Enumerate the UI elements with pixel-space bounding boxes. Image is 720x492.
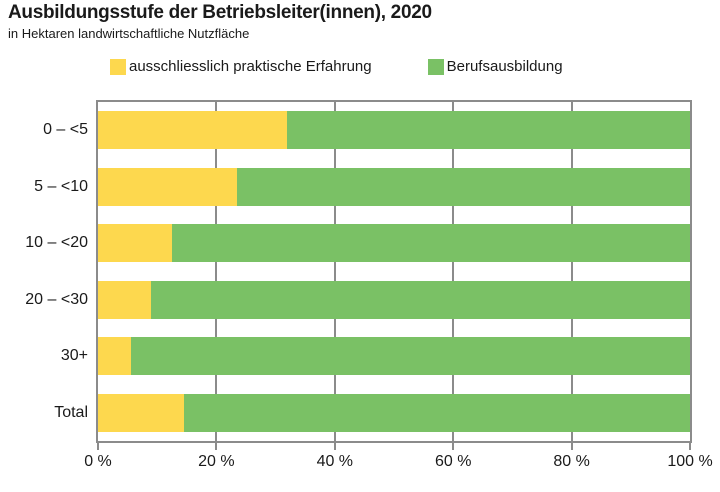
legend-swatch-green-icon: [427, 58, 444, 75]
gridline-40: [333, 102, 336, 441]
y-axis-label: 20 – <30: [25, 290, 88, 308]
x-axis-tick: [97, 443, 99, 450]
gridline-20: [215, 102, 218, 441]
x-axis-tick-label: 100 %: [667, 453, 713, 470]
bar-row-2: [98, 167, 690, 206]
legend-label: Berufsausbildung: [446, 58, 563, 75]
bar-segment: [183, 393, 690, 432]
x-axis-tick: [215, 443, 218, 450]
bar-segment: [172, 224, 690, 263]
x-axis-tick: [689, 443, 691, 450]
x-axis-tick-label: 80 %: [553, 453, 590, 470]
bar-segment: [98, 393, 184, 432]
x-axis-tick: [570, 443, 573, 450]
legend-swatch-yellow-icon: [110, 58, 126, 75]
bar-segment: [98, 167, 238, 206]
x-axis-tick: [333, 443, 336, 450]
y-axis-label: 30+: [60, 347, 88, 365]
gridline-80: [570, 102, 573, 441]
x-axis-tick-label: 20 %: [198, 453, 235, 470]
legend: ausschliesslich praktische Erfahrung Ber…: [110, 58, 563, 75]
x-axis-tick: [452, 443, 455, 450]
bar-row-1: [98, 111, 690, 150]
x-axis-tick-label: 0 %: [84, 453, 112, 470]
bar-segment: [130, 337, 690, 376]
y-axis-label: 10 – <20: [25, 234, 88, 252]
legend-item-vocational: Berufsausbildung: [427, 58, 563, 75]
y-axis-label: 5 – <10: [34, 177, 88, 195]
x-axis-tick-label: 60 %: [434, 453, 472, 470]
bar-segment: [98, 224, 172, 263]
bar-segment: [98, 280, 152, 319]
legend-label: ausschliesslich praktische Erfahrung: [129, 58, 372, 75]
x-axis-tick-label: 40 %: [316, 453, 354, 470]
plot-area: [96, 100, 692, 443]
bar-segment: [98, 337, 131, 376]
bar-segment: [98, 111, 288, 150]
y-axis-label: 0 – <5: [43, 121, 88, 139]
bar-row-3: [98, 224, 690, 263]
bar-row-5: [98, 337, 690, 376]
chart-title: Ausbildungsstufe der Betriebsleiter(inne…: [8, 2, 432, 23]
bar-row-4: [98, 280, 690, 319]
bar-segment: [151, 280, 690, 319]
y-axis-label: Total: [54, 403, 88, 421]
chart-subtitle: in Hektaren landwirtschaftliche Nutzfläc…: [8, 26, 250, 41]
gridline-60: [452, 102, 455, 441]
bar-segment: [237, 167, 690, 206]
bar-segment: [287, 111, 690, 150]
legend-item-practical: ausschliesslich praktische Erfahrung: [110, 58, 372, 75]
bar-row-6: [98, 393, 690, 432]
